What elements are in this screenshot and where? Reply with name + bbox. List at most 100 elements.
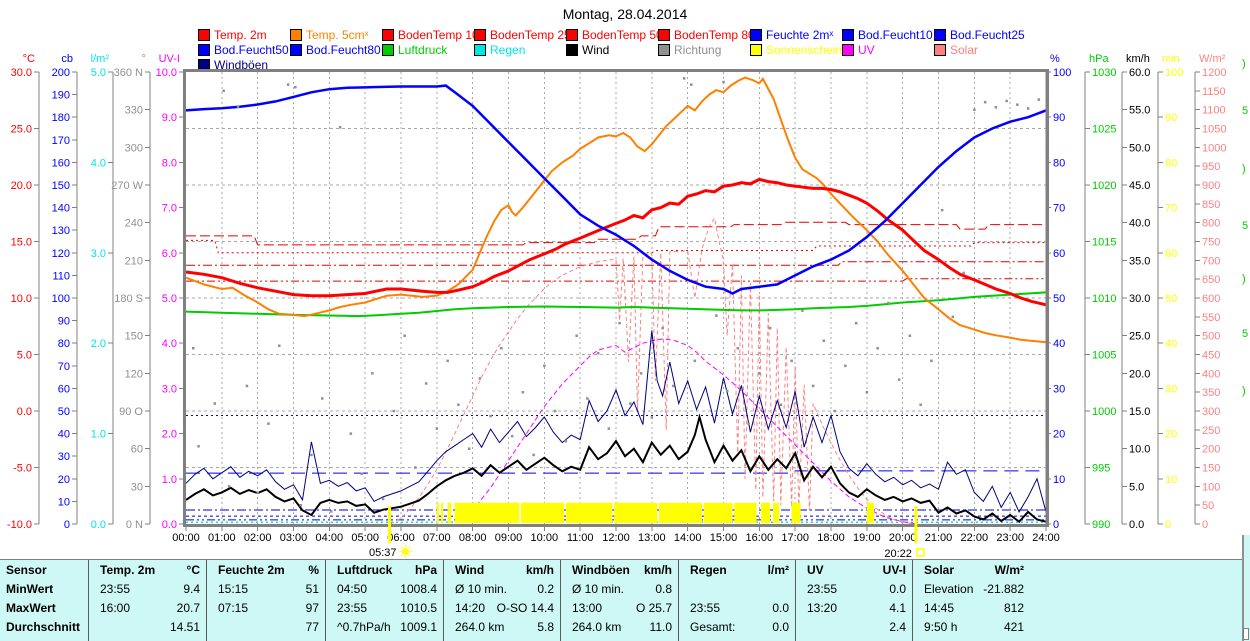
cell-wind-28-04-23-55: 0 Bft N-NW 0.3 <box>443 636 560 641</box>
cell-value: 4.1 <box>889 600 906 615</box>
svg-text:140: 140 <box>52 203 70 215</box>
svg-text:01:00: 01:00 <box>208 532 236 544</box>
legend-label: Luftdruck <box>398 43 448 57</box>
svg-text:60: 60 <box>58 383 70 395</box>
cell-label: 264.0 km <box>572 619 622 634</box>
cell-label: Gesamt: <box>690 619 736 634</box>
window-edge-divider <box>1242 535 1244 641</box>
svg-text:13:00: 13:00 <box>638 532 666 544</box>
table-row: 28.04. 23:55 9.4 8.33 g/m³ 92 bewölkt 1010.5 0… <box>0 636 1242 641</box>
svg-text:90: 90 <box>58 316 70 328</box>
legend-swatch-icon <box>842 44 854 56</box>
svg-text:15:00: 15:00 <box>710 532 738 544</box>
series-wind <box>185 413 1047 524</box>
svg-text:5.0: 5.0 <box>91 67 106 79</box>
svg-text:300: 300 <box>1202 406 1220 418</box>
legend-swatch-icon <box>382 44 394 56</box>
svg-text:170: 170 <box>52 135 70 147</box>
svg-text:15.0: 15.0 <box>1129 406 1150 418</box>
svg-text:40: 40 <box>1053 338 1065 350</box>
axis-unit-label: °C <box>23 53 35 65</box>
cell-value: 51 <box>305 581 319 596</box>
svg-text:100: 100 <box>1053 67 1071 79</box>
legend-item-richtung: Richtung <box>658 44 721 56</box>
legend-item-bod-feucht50: Bod.Feucht50 <box>198 44 289 56</box>
cell-feuchte-2m-minwert: 15:15 51 <box>206 579 325 598</box>
svg-text:50: 50 <box>58 406 70 418</box>
cell-luftdruck-sensor: Luftdruck hPa <box>325 560 443 579</box>
legend-item-sonnenschein: Sonnenschein <box>750 44 842 56</box>
legend-swatch-icon <box>842 29 854 41</box>
svg-text:550: 550 <box>1202 312 1220 324</box>
sunset-marker: 20:22 <box>884 506 925 560</box>
cell-value: 1.6 <box>655 639 672 641</box>
svg-text:02:00: 02:00 <box>244 532 272 544</box>
cell-label: ^0.7hPa/h <box>337 619 391 634</box>
sunset-icon <box>916 548 925 557</box>
series-windboeen <box>185 330 1047 513</box>
legend-swatch-icon <box>750 29 762 41</box>
svg-text:14:00: 14:00 <box>674 532 702 544</box>
cell-solar-maxwert: 14:45 812 <box>912 598 1030 617</box>
svg-text:0 N: 0 N <box>126 519 143 531</box>
cell-label: 07:15 <box>218 600 249 615</box>
cell-windb-en-minwert: Ø 10 min. 0.8 <box>560 579 678 598</box>
axis-unit-label: cb <box>61 53 73 65</box>
svg-text:30: 30 <box>1165 383 1177 395</box>
svg-text:30: 30 <box>131 481 143 493</box>
cell-regen-maxwert: 23:55 0.0 <box>678 598 795 617</box>
legend-item-bod-feucht10: Bod.Feucht10 <box>842 29 933 41</box>
row-label: 28.04. 23:55 <box>0 639 88 641</box>
svg-text:1.0: 1.0 <box>162 474 177 486</box>
legend-swatch-icon <box>198 44 210 56</box>
cell-windb-en-durchschnitt: 264.0 km 11.0 <box>560 617 678 636</box>
svg-text:04:00: 04:00 <box>316 532 344 544</box>
svg-text:19:00: 19:00 <box>853 532 881 544</box>
svg-text:50: 50 <box>1202 500 1214 512</box>
cell-wind-maxwert: 14:20 O-SO 14.4 <box>443 598 560 617</box>
cell-windb-en-sensor: Windböen km/h <box>560 560 678 579</box>
legend-item-bod-feucht80: Bod.Feucht80 <box>290 44 381 56</box>
cell-uv-28-04-23-55: 0.0 <box>795 636 912 641</box>
svg-text:750: 750 <box>1202 237 1220 249</box>
svg-text:16:00: 16:00 <box>746 532 774 544</box>
cell-temp-2m-sensor: Temp. 2m °C <box>88 560 206 579</box>
col-header: Temp. 2m <box>100 562 156 577</box>
svg-text:0.0: 0.0 <box>17 406 32 418</box>
legend-swatch-icon <box>290 29 302 41</box>
legend-item-temp-2m: Temp. 2m <box>198 29 267 41</box>
cell-value: 20.7 <box>176 600 200 615</box>
sunrise-marker: 05:37 <box>369 506 412 559</box>
legend-item-temp-5cm: Temp. 5cmˣ <box>290 29 369 41</box>
svg-text:2.0: 2.0 <box>162 429 177 441</box>
cell-value: 97 <box>305 600 319 615</box>
svg-text:): ) <box>1242 58 1246 70</box>
legend-swatch-icon <box>290 44 302 56</box>
chart-plot-area[interactable]: °C 30.0 25.0 20.0 15.0 10.0 5.0 0.0 -5.0 -10.0 cb 2… <box>0 0 1250 560</box>
resize-grip[interactable] <box>1243 628 1249 640</box>
cell-solar-minwert: Elevation -21.882 <box>912 579 1030 598</box>
cell-value: 421 <box>1003 619 1024 634</box>
series-uv <box>457 338 916 525</box>
sun-icon <box>399 545 412 558</box>
cell-wind-durchschnitt: 264.0 km 5.8 <box>443 617 560 636</box>
svg-text:20:00: 20:00 <box>889 532 917 544</box>
series-bodfeucht25 <box>186 470 1046 474</box>
cell-value: 0 <box>1017 639 1024 641</box>
cell-value: 0.0 <box>889 581 906 596</box>
svg-text:): ) <box>1242 273 1246 285</box>
table-row: MaxWert 16:00 20.7 07:15 97 23:55 1010.5 14:20 O… <box>0 598 1242 617</box>
col-unit: W/m² <box>994 562 1024 577</box>
svg-text:07:00: 07:00 <box>423 532 451 544</box>
stats-table: Sensor Temp. 2m °C Feuchte 2m% Luftdruck hPa W… <box>0 559 1242 641</box>
svg-text:20: 20 <box>1053 429 1065 441</box>
svg-text:20.0: 20.0 <box>11 180 32 192</box>
legend-label: Feuchte 2mˣ <box>766 28 834 42</box>
svg-text:2.0: 2.0 <box>91 338 106 350</box>
svg-text:05:37: 05:37 <box>369 547 397 559</box>
cell-temp-2m-maxwert: 16:00 20.7 <box>88 598 206 617</box>
svg-text:800: 800 <box>1202 218 1220 230</box>
cell-value: 0.0 <box>772 639 789 641</box>
svg-text:8.0: 8.0 <box>162 157 177 169</box>
svg-text:1100: 1100 <box>1202 105 1226 117</box>
